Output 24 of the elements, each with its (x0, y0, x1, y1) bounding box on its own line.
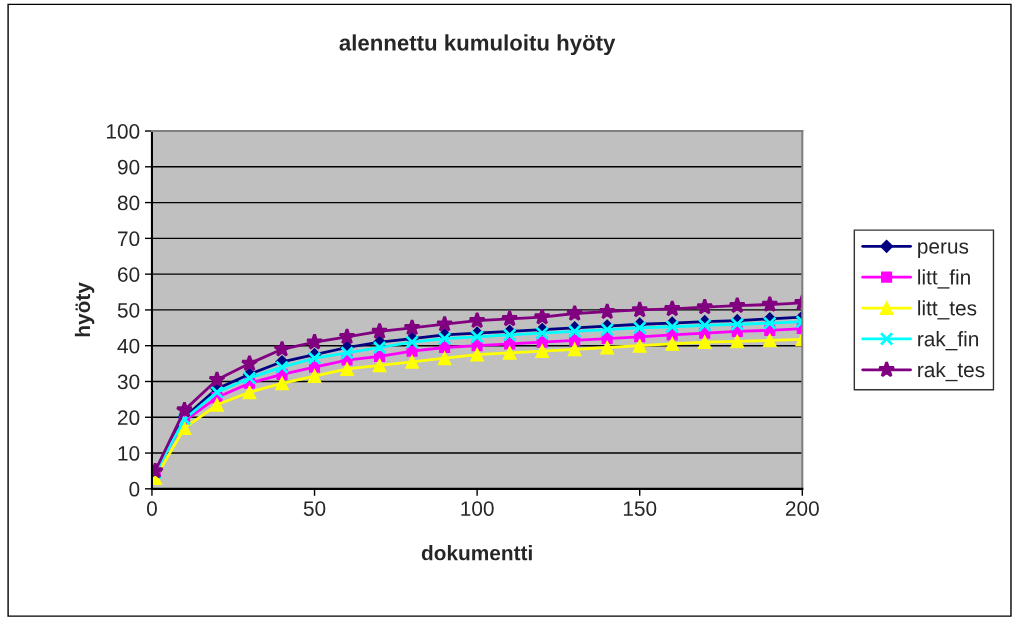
legend-label: perus (918, 242, 969, 258)
legend-label: rak_tes (918, 361, 985, 382)
y-tick-label: 30 (117, 374, 140, 390)
legend-label: rak_fin (918, 331, 978, 351)
y-tick-label: 0 (129, 481, 140, 497)
x-tick-label: 50 (303, 501, 326, 516)
y-tick-label: 50 (117, 302, 140, 318)
x-tick-label: 200 (785, 501, 819, 516)
y-tick-label: 90 (117, 159, 140, 175)
x-tick-label: 100 (461, 501, 494, 516)
legend-label: litt_tes (918, 300, 977, 320)
y-tick-label: 40 (117, 338, 140, 354)
y-tick-label: 10 (118, 446, 140, 461)
x-axis-title: dokumentti (421, 545, 532, 561)
y-tick-label: 70 (118, 231, 140, 247)
x-tick-label: 0 (146, 501, 157, 516)
y-axis-title: hyöty (74, 282, 95, 337)
y-tick-label: 20 (118, 410, 140, 426)
y-tick-label: 60 (118, 267, 140, 282)
y-tick-label: 100 (106, 124, 140, 139)
legend-label: litt_fin (918, 269, 970, 289)
chart-title: alennettu kumuloitu hyöty (339, 34, 616, 56)
x-tick-label: 150 (623, 501, 657, 516)
y-tick-label: 80 (117, 195, 140, 211)
